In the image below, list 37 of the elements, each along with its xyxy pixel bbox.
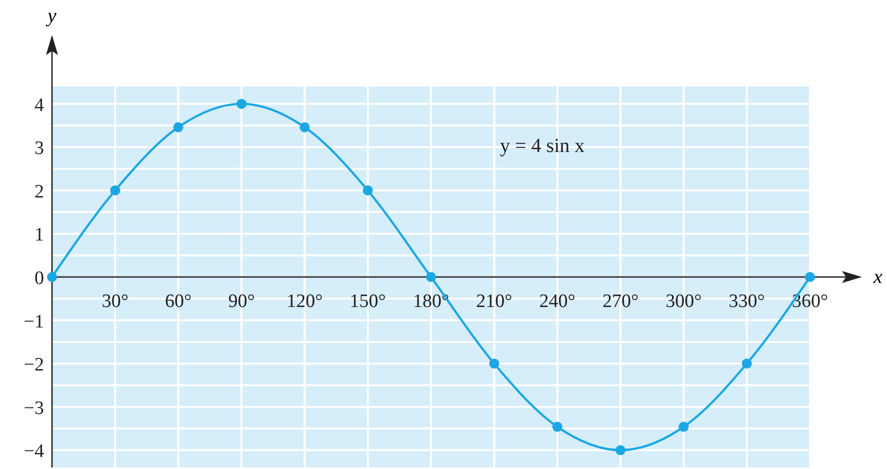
- x-tick-label: 240°: [539, 291, 576, 312]
- point: [362, 185, 373, 196]
- y-tick-label: 2: [34, 181, 44, 202]
- point: [552, 422, 562, 432]
- x-tick-label: 150°: [350, 291, 386, 312]
- y-tick-label: 0: [34, 268, 44, 289]
- x-tick-label: 330°: [728, 291, 765, 312]
- annotation: y = 4 sin x: [500, 135, 585, 157]
- x-tick-label: 300°: [666, 291, 702, 312]
- x-tick-label: 210°: [476, 291, 512, 312]
- point: [110, 185, 120, 196]
- y-tick-label: 3: [34, 138, 44, 160]
- y-tick-label: 1: [34, 224, 44, 246]
- x-axis-title: x: [872, 266, 883, 288]
- point: [173, 122, 184, 132]
- point: [678, 422, 689, 432]
- point: [616, 445, 626, 456]
- x-tick-label: 180°: [412, 291, 450, 312]
- point: [300, 122, 310, 132]
- point: [805, 272, 815, 282]
- y-tick-label: −3: [24, 398, 44, 419]
- x-tick-label: 30°: [102, 291, 128, 312]
- y-tick-label: 4: [34, 94, 44, 116]
- x-tick-label: 90°: [228, 291, 255, 312]
- y-tick-label: −2: [24, 354, 44, 376]
- point: [489, 358, 500, 369]
- point: [236, 98, 246, 109]
- y-tick-label: −1: [24, 311, 44, 332]
- y-axis-title: y: [46, 5, 57, 27]
- x-tick-label: 120°: [286, 291, 323, 312]
- x-tick-label: 360°: [792, 291, 828, 312]
- point: [47, 272, 57, 282]
- point: [426, 272, 436, 282]
- point: [742, 358, 752, 369]
- x-tick-label: 270°: [602, 291, 639, 312]
- x-tick-label: 60°: [165, 291, 192, 312]
- y-tick-label: −4: [24, 441, 44, 462]
